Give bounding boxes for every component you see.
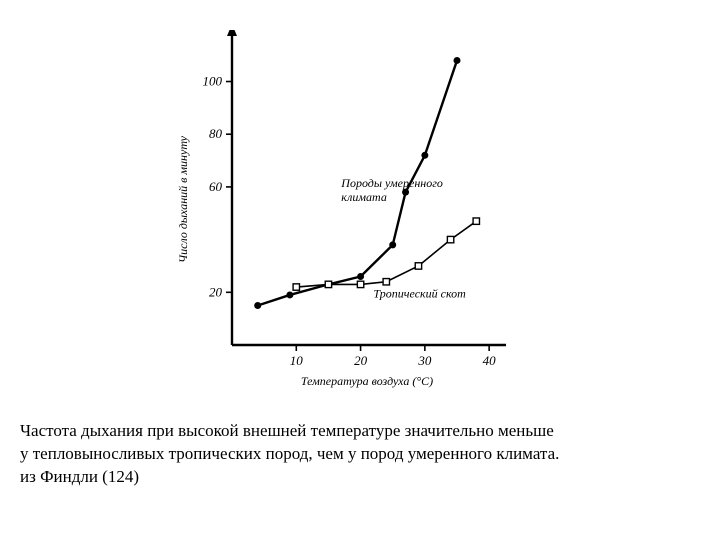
x-tick-label: 20 (354, 353, 368, 368)
data-point (454, 57, 461, 64)
series-label-tropical: Тропический скот (373, 287, 466, 301)
data-point (415, 263, 421, 269)
y-tick-label: 60 (209, 179, 223, 194)
data-point (325, 281, 331, 287)
data-point (357, 273, 364, 280)
data-point (383, 279, 389, 285)
figure-caption: Частота дыхания при высокой внешней темп… (20, 420, 700, 489)
x-tick-label: 30 (417, 353, 432, 368)
data-point (473, 218, 479, 224)
data-point (447, 236, 453, 242)
y-axis-label: Число дыханий в минуту (176, 135, 190, 263)
x-axis-label: Температура воздуха (°С) (301, 374, 433, 388)
series-line-tropical (296, 221, 476, 287)
y-tick-label: 100 (203, 74, 223, 89)
series-label-temperate: климата (341, 190, 387, 204)
data-point (293, 284, 299, 290)
data-point (421, 152, 428, 159)
data-point (389, 241, 396, 248)
caption-line-2: у тепловыносливых тропических пород, чем… (20, 443, 700, 466)
chart-svg: 10 20 30 40 20 60 80 100 Температура воздуха (°С… (170, 30, 520, 400)
series-label-temperate: Породы умеренного (340, 176, 443, 190)
y-tick-label: 20 (209, 284, 223, 299)
chart-container: 10 20 30 40 20 60 80 100 Температура воздуха (°С… (170, 30, 520, 400)
caption-line-3: из Финдли (124) (20, 466, 700, 489)
y-axis-arrow-icon (227, 30, 237, 36)
caption-line-1: Частота дыхания при высокой внешней темп… (20, 420, 700, 443)
x-tick-label: 10 (290, 353, 304, 368)
y-tick-label: 80 (209, 126, 223, 141)
data-point (286, 291, 293, 298)
x-tick-label: 40 (483, 353, 497, 368)
page-root: 10 20 30 40 20 60 80 100 Температура воздуха (°С… (0, 0, 720, 540)
data-point (357, 281, 363, 287)
data-point (254, 302, 261, 309)
